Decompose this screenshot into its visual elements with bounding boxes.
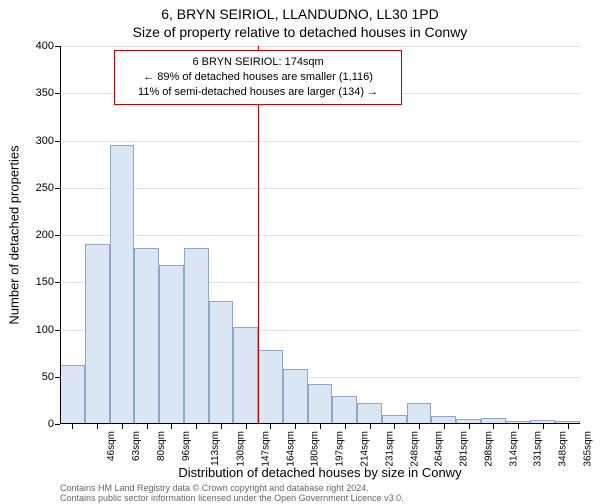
x-tick <box>221 424 222 429</box>
x-tick <box>493 424 494 429</box>
histogram-bar <box>332 396 357 424</box>
x-tick <box>543 424 544 429</box>
histogram-bar <box>357 403 382 424</box>
histogram-bar <box>110 145 135 424</box>
y-tick-label: 350 <box>36 87 54 99</box>
x-tick <box>320 424 321 429</box>
gridline <box>60 188 580 189</box>
x-tick <box>345 424 346 429</box>
annotation-box: 6 BRYN SEIRIOL: 174sqm ← 89% of detached… <box>114 50 402 105</box>
y-tick-label: 150 <box>36 276 54 288</box>
x-tick-label: 113sqm <box>210 431 221 466</box>
x-tick <box>444 424 445 429</box>
x-tick-label: 164sqm <box>285 431 296 467</box>
x-tick-label: 180sqm <box>310 431 321 467</box>
y-axis-label: Number of detached properties <box>7 145 22 324</box>
y-tick-label: 250 <box>36 182 54 194</box>
x-tick <box>270 424 271 429</box>
x-tick <box>469 424 470 429</box>
x-tick <box>97 424 98 429</box>
y-tick-label: 50 <box>42 371 54 383</box>
y-tick-label: 100 <box>36 324 54 336</box>
annotation-line1: 6 BRYN SEIRIOL: 174sqm <box>121 55 395 70</box>
x-tick-label: 348sqm <box>558 431 569 467</box>
x-tick-label: 231sqm <box>384 431 395 467</box>
y-tick-label: 200 <box>36 229 54 241</box>
x-tick <box>568 424 569 429</box>
x-tick <box>246 424 247 429</box>
histogram-bar <box>283 369 308 424</box>
x-tick-label: 46sqm <box>106 431 117 461</box>
x-tick-label: 264sqm <box>434 431 445 467</box>
x-tick-label: 365sqm <box>582 431 593 467</box>
x-tick <box>295 424 296 429</box>
x-tick <box>196 424 197 429</box>
footer-line1: Contains HM Land Registry data © Crown c… <box>60 483 369 493</box>
histogram-bar <box>258 350 283 424</box>
axis-spine-bottom <box>60 423 580 424</box>
annotation-line2: ← 89% of detached houses are smaller (1,… <box>121 70 395 85</box>
x-tick <box>147 424 148 429</box>
histogram-bar <box>308 384 333 424</box>
gridline <box>60 46 580 47</box>
x-tick <box>171 424 172 429</box>
y-tick-label: 400 <box>36 40 54 52</box>
x-tick-label: 298sqm <box>483 431 494 467</box>
y-tick-label: 300 <box>36 135 54 147</box>
x-tick-label: 214sqm <box>360 431 371 467</box>
histogram-bar <box>209 301 234 424</box>
chart-title-line2: Size of property relative to detached ho… <box>0 24 600 40</box>
histogram-bar <box>85 244 110 424</box>
x-tick-label: 331sqm <box>533 431 544 467</box>
x-tick <box>518 424 519 429</box>
y-tick-label: 0 <box>48 418 54 430</box>
histogram-bar <box>184 248 209 424</box>
footer-line2: Contains public sector information licen… <box>60 493 404 503</box>
gridline <box>60 235 580 236</box>
footer-attribution: Contains HM Land Registry data © Crown c… <box>60 483 580 504</box>
x-tick <box>394 424 395 429</box>
x-tick-label: 147sqm <box>261 431 272 467</box>
histogram-bar <box>134 248 159 424</box>
histogram-bar <box>159 265 184 424</box>
axis-spine-left <box>60 46 61 424</box>
x-tick-label: 314sqm <box>508 431 519 467</box>
x-tick <box>72 424 73 429</box>
x-tick-label: 130sqm <box>236 431 247 467</box>
histogram-bar <box>233 327 258 424</box>
chart-title-line1: 6, BRYN SEIRIOL, LLANDUDNO, LL30 1PD <box>0 6 600 22</box>
y-tick <box>55 424 60 425</box>
x-tick-label: 96sqm <box>181 431 192 461</box>
annotation-line3: 11% of semi-detached houses are larger (… <box>121 85 395 100</box>
gridline <box>60 141 580 142</box>
x-tick-label: 281sqm <box>459 431 470 467</box>
x-tick <box>370 424 371 429</box>
histogram-bar <box>60 365 85 424</box>
x-tick <box>419 424 420 429</box>
x-axis-label: Distribution of detached houses by size … <box>60 465 580 480</box>
x-tick-label: 197sqm <box>335 431 346 467</box>
histogram-bar <box>407 403 432 424</box>
x-tick-label: 80sqm <box>156 431 167 461</box>
x-tick <box>122 424 123 429</box>
x-tick-label: 248sqm <box>409 431 420 467</box>
x-tick-label: 63sqm <box>131 431 142 461</box>
